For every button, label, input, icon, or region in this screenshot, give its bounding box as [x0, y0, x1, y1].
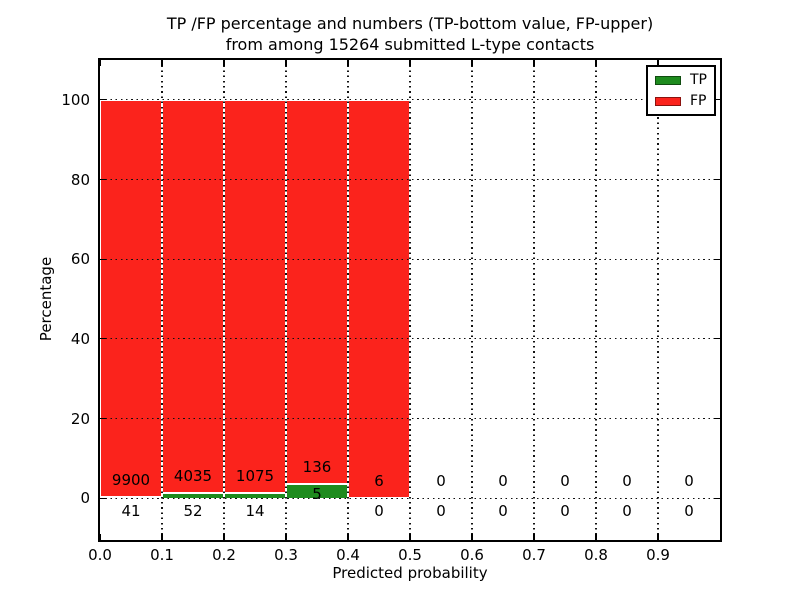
y-tick-label: 40	[70, 329, 90, 348]
x-tick-label: 0.0	[88, 546, 112, 564]
fp-count-label: 0	[498, 472, 508, 491]
y-tick-left	[100, 99, 106, 101]
x-tick-bottom	[223, 534, 225, 540]
y-tick-left	[100, 178, 106, 181]
x-tick-top	[409, 60, 411, 66]
fp-count-label: 1075	[235, 467, 275, 486]
x-tick-bottom	[657, 534, 659, 540]
x-tick-bottom	[347, 534, 349, 540]
fp-count-label: 0	[684, 472, 694, 491]
y-tick-label: 100	[61, 90, 90, 109]
x-tick-top	[99, 60, 101, 66]
x-tick-bottom	[99, 534, 101, 540]
legend-swatch-fp	[655, 96, 681, 106]
fp-count-label: 4035	[173, 467, 213, 486]
plot-area	[98, 58, 722, 542]
x-tick-label: 0.1	[150, 546, 174, 564]
x-tick-top	[595, 60, 597, 66]
x-tick-top	[657, 60, 659, 66]
v-gridline	[285, 60, 287, 540]
fp-count-label: 136	[302, 458, 332, 477]
x-tick-label: 0.5	[398, 546, 422, 564]
tp-count-label: 0	[436, 502, 446, 521]
v-gridline	[595, 60, 597, 540]
y-tick-left	[100, 258, 106, 260]
x-tick-label: 0.2	[212, 546, 236, 564]
fp-count-label: 0	[560, 472, 570, 491]
v-gridline	[161, 60, 163, 540]
chart-title: TP /FP percentage and numbers (TP-bottom…	[100, 13, 720, 55]
x-tick-bottom	[285, 534, 287, 540]
tp-count-label: 52	[183, 502, 203, 521]
y-tick-right	[714, 258, 720, 260]
x-tick-top	[533, 60, 535, 66]
x-tick-top	[223, 60, 225, 66]
fp-count-label: 0	[436, 472, 446, 491]
x-tick-top	[471, 60, 473, 66]
y-tick-right	[714, 178, 720, 181]
v-gridline	[533, 60, 535, 540]
x-tick-top	[285, 60, 287, 66]
v-gridline	[223, 60, 225, 540]
fp-bar	[348, 99, 410, 499]
y-tick-label: 60	[70, 250, 90, 269]
v-gridline	[409, 60, 411, 540]
fp-bar	[162, 99, 224, 494]
tp-count-label: 14	[245, 502, 265, 521]
tp-count-label: 0	[622, 502, 632, 521]
tp-count-label: 0	[498, 502, 508, 521]
fp-bar	[224, 99, 286, 494]
fp-bar	[286, 99, 348, 485]
chart-title-line2: from among 15264 submitted L-type contac…	[225, 35, 595, 54]
x-tick-bottom	[595, 534, 597, 540]
x-tick-label: 0.8	[584, 546, 608, 564]
legend-label: TP	[690, 72, 707, 88]
x-tick-bottom	[161, 534, 163, 540]
y-axis-label: Percentage	[37, 256, 55, 342]
y-tick-left	[100, 417, 106, 420]
tp-count-label: 0	[684, 502, 694, 521]
x-tick-top	[161, 60, 163, 66]
v-gridline	[657, 60, 659, 540]
legend-swatch-tp	[655, 75, 681, 85]
y-tick-label: 0	[80, 489, 90, 508]
x-tick-top	[347, 60, 349, 66]
y-tick-label: 80	[70, 170, 90, 189]
x-tick-bottom	[409, 534, 411, 540]
fp-count-label: 6	[374, 472, 384, 491]
legend-row: TP	[655, 73, 707, 87]
v-gridline	[347, 60, 349, 540]
x-tick-label: 0.4	[336, 546, 360, 564]
fp-count-label: 9900	[111, 470, 151, 489]
tp-count-label: 5	[312, 485, 322, 504]
legend-row: FP	[655, 94, 707, 108]
fp-count-label: 0	[622, 472, 632, 491]
x-tick-label: 0.3	[274, 546, 298, 564]
y-tick-right	[714, 417, 720, 420]
x-tick-label: 0.6	[460, 546, 484, 564]
y-tick-left	[100, 338, 106, 340]
x-axis-label: Predicted probability	[332, 564, 488, 582]
tp-count-label: 41	[121, 502, 141, 521]
fp-bar	[100, 99, 162, 497]
legend: TP FP	[646, 65, 716, 116]
legend-label: FP	[690, 93, 707, 109]
chart-title-line1: TP /FP percentage and numbers (TP-bottom…	[166, 14, 654, 33]
x-tick-label: 0.7	[522, 546, 546, 564]
x-tick-bottom	[471, 534, 473, 540]
y-tick-label: 20	[70, 409, 90, 428]
x-tick-label: 0.9	[646, 546, 670, 564]
tp-count-label: 0	[560, 502, 570, 521]
y-tick-right	[714, 338, 720, 340]
v-gridline	[471, 60, 473, 540]
y-tick-right	[714, 99, 720, 101]
tp-count-label: 0	[374, 502, 384, 521]
y-tick-right	[714, 497, 720, 499]
x-tick-bottom	[533, 534, 535, 540]
y-tick-left	[100, 497, 106, 499]
